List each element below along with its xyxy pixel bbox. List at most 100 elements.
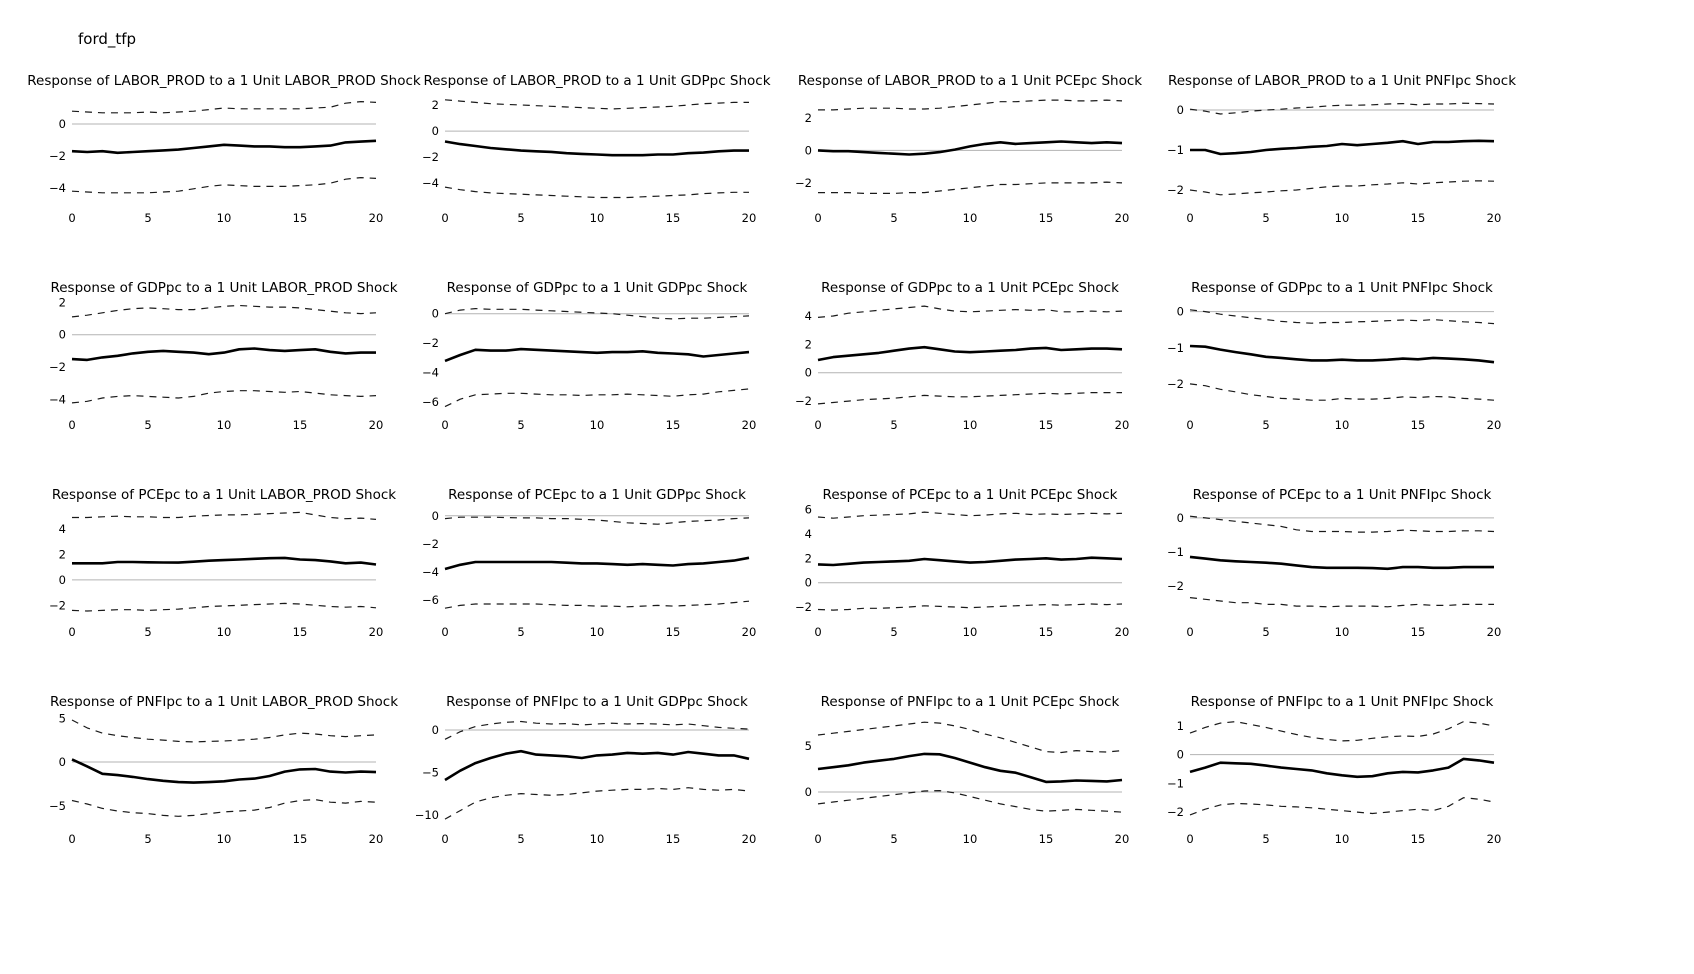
x-tick-label: 10: [590, 418, 605, 432]
subplot-canvas: 0−1−20 5 10 15 20: [1167, 511, 1501, 639]
y-tick-label: 0: [805, 785, 812, 799]
upper_band-line: [444, 720, 750, 740]
y-tick-label: −5: [422, 765, 439, 779]
y-tick-label: 0: [1177, 305, 1184, 319]
y-tick-label: 2: [805, 551, 812, 565]
y-tick-label: 0: [59, 117, 66, 131]
x-tick-label: 15: [1411, 211, 1426, 225]
lower_band-line: [71, 390, 377, 404]
x-tick-label: 5: [517, 211, 524, 225]
subplot-title: Response of PNFIpc to a 1 Unit PNFIpc Sh…: [1190, 694, 1494, 710]
x-tick-label: 15: [666, 832, 681, 846]
response-line: [444, 749, 750, 782]
x-tick-label: 20: [1115, 211, 1130, 225]
y-tick-label: 2: [805, 111, 812, 125]
x-tick-label: 0: [1186, 832, 1193, 846]
y-tick-label: −1: [1167, 341, 1184, 355]
response-line: [817, 556, 1123, 567]
x-tick-label: 15: [293, 211, 308, 225]
x-tick-label: 20: [1487, 832, 1502, 846]
x-tick-label: 15: [1411, 418, 1426, 432]
subplot-gdppc-pnfipc: Response of GDPpc to a 1 Unit PNFIpc Sho…: [1140, 279, 1501, 439]
x-tick-label: 5: [890, 418, 897, 432]
y-tick-label: 0: [805, 366, 812, 380]
subplot-title: Response of GDPpc to a 1 Unit LABOR_PROD…: [50, 280, 398, 296]
subplot-pcepc-pcepc: Response of PCEpc to a 1 Unit PCEpc Shoc…: [768, 486, 1129, 646]
x-tick-label: 0: [441, 211, 448, 225]
x-tick-label: 5: [1262, 832, 1269, 846]
x-tick-label: 0: [1186, 418, 1193, 432]
subplot-canvas: 0−5−100 5 10 15 20: [415, 720, 756, 846]
x-tick-label: 5: [1262, 418, 1269, 432]
subplot-title: Response of PNFIpc to a 1 Unit PCEpc Sho…: [820, 694, 1120, 710]
subplot-title: Response of LABOR_PROD to a 1 Unit GDPpc…: [423, 73, 771, 89]
y-tick-label: 0: [432, 509, 439, 523]
x-tick-label: 0: [441, 832, 448, 846]
x-tick-label: 20: [369, 832, 384, 846]
subplot-canvas: 420−20 5 10 15 20: [795, 305, 1129, 432]
subplot-canvas: 0−2−4−60 5 10 15 20: [422, 307, 756, 432]
y-tick-label: 4: [805, 309, 812, 323]
x-tick-label: 10: [963, 418, 978, 432]
y-tick-label: 0: [59, 573, 66, 587]
x-tick-label: 5: [144, 418, 151, 432]
y-tick-label: −2: [1167, 377, 1184, 391]
y-tick-label: 0: [1177, 103, 1184, 117]
x-tick-label: 20: [1487, 211, 1502, 225]
y-tick-label: −1: [1167, 545, 1184, 559]
response-line: [1189, 344, 1495, 364]
x-tick-label: 20: [742, 211, 757, 225]
y-tick-label: −2: [1167, 183, 1184, 197]
y-tick-label: −2: [422, 336, 439, 350]
y-tick-label: 0: [805, 143, 812, 157]
response-line: [1190, 139, 1495, 156]
y-tick-label: −10: [415, 808, 439, 822]
x-tick-label: 10: [217, 418, 232, 432]
y-tick-label: −4: [422, 176, 439, 190]
x-tick-label: 20: [1487, 418, 1502, 432]
subplot-canvas: 0−1−20 5 10 15 20: [1167, 102, 1501, 225]
lower_band-line: [818, 181, 1123, 195]
x-tick-label: 0: [814, 832, 821, 846]
x-tick-label: 5: [144, 211, 151, 225]
x-tick-label: 5: [890, 625, 897, 639]
x-tick-label: 5: [144, 625, 151, 639]
lower_band-line: [71, 602, 377, 612]
y-tick-label: −6: [422, 593, 439, 607]
x-tick-label: 10: [1335, 211, 1350, 225]
x-tick-label: 0: [68, 625, 75, 639]
y-tick-label: 2: [805, 337, 812, 351]
response-line: [1189, 757, 1495, 779]
lower_band-line: [71, 176, 377, 194]
x-tick-label: 5: [1262, 625, 1269, 639]
subplot-canvas: 0 −2 −4 0 5 10 15 20: [49, 101, 383, 225]
subplot-title: Response of GDPpc to a 1 Unit PCEpc Shoc…: [821, 280, 1119, 296]
y-tick-label: 4: [805, 527, 812, 541]
subplot-canvas: 10−1−20 5 10 15 20: [1167, 719, 1501, 846]
x-tick-label: 20: [1115, 625, 1130, 639]
y-tick-label: 0: [59, 755, 66, 769]
subplot-title: Response of PCEpc to a 1 Unit PNFIpc Sho…: [1192, 487, 1492, 503]
y-tick-label: 0: [432, 307, 439, 321]
upper_band-line: [71, 101, 377, 114]
x-tick-label: 10: [217, 625, 232, 639]
x-tick-label: 10: [590, 832, 605, 846]
y-tick-label: 5: [805, 739, 812, 753]
lower_band-line: [444, 186, 749, 199]
x-tick-label: 15: [1039, 832, 1054, 846]
response-line: [71, 347, 376, 362]
response-line: [817, 345, 1123, 362]
subplot-labor_prod-labor_prod: Response of LABOR_PROD to a 1 Unit LABOR…: [22, 72, 420, 232]
y-tick-label: −2: [795, 600, 812, 614]
lower_band-line: [1189, 797, 1495, 816]
y-tick-label: −1: [1167, 143, 1184, 157]
x-tick-label: 15: [293, 832, 308, 846]
x-tick-label: 5: [890, 211, 897, 225]
lower_band-line: [444, 388, 750, 408]
x-tick-label: 0: [68, 832, 75, 846]
subplot-labor_prod-pnfipc: Response of LABOR_PROD to a 1 Unit PNFIp…: [1140, 72, 1516, 232]
subplot-title: Response of PCEpc to a 1 Unit GDPpc Shoc…: [448, 487, 746, 503]
response-line: [817, 752, 1123, 784]
upper_band-line: [817, 511, 1123, 519]
